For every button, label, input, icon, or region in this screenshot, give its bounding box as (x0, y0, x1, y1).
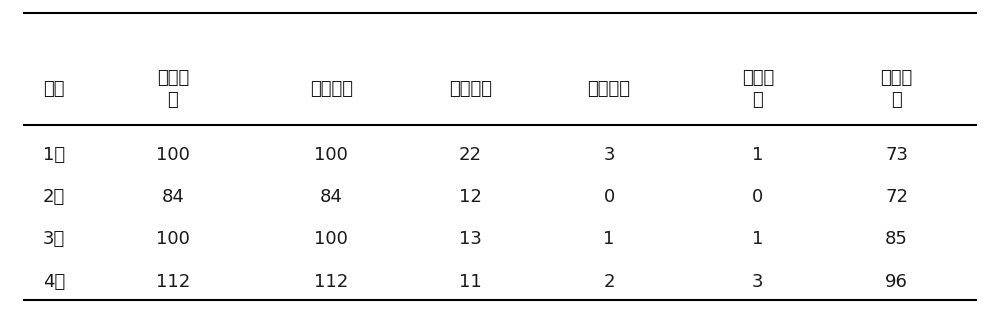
Text: 73: 73 (885, 146, 908, 164)
Text: 3: 3 (752, 273, 764, 291)
Text: 13: 13 (459, 230, 482, 249)
Text: 2组: 2组 (43, 188, 65, 206)
Text: 1: 1 (752, 230, 764, 249)
Text: 1: 1 (752, 146, 764, 164)
Text: 100: 100 (156, 230, 190, 249)
Text: 96: 96 (885, 273, 908, 291)
Text: 返情头数: 返情头数 (449, 80, 492, 98)
Text: 12: 12 (459, 188, 482, 206)
Text: 72: 72 (885, 188, 908, 206)
Text: 84: 84 (320, 188, 343, 206)
Text: 4组: 4组 (43, 273, 65, 291)
Text: 84: 84 (161, 188, 184, 206)
Text: 112: 112 (156, 273, 190, 291)
Text: 流产头
数: 流产头 数 (742, 69, 774, 109)
Text: 11: 11 (459, 273, 482, 291)
Text: 22: 22 (459, 146, 482, 164)
Text: 空怀头数: 空怀头数 (588, 80, 631, 98)
Text: 0: 0 (603, 188, 615, 206)
Text: 0: 0 (752, 188, 763, 206)
Text: 2: 2 (603, 273, 615, 291)
Text: 1组: 1组 (43, 146, 65, 164)
Text: 100: 100 (314, 230, 348, 249)
Text: 112: 112 (314, 273, 349, 291)
Text: 100: 100 (314, 146, 348, 164)
Text: 配种头数: 配种头数 (310, 80, 353, 98)
Text: 3组: 3组 (43, 230, 65, 249)
Text: 85: 85 (885, 230, 908, 249)
Text: 100: 100 (156, 146, 190, 164)
Text: 试验头
数: 试验头 数 (157, 69, 189, 109)
Text: 3: 3 (603, 146, 615, 164)
Text: 分娩头
数: 分娩头 数 (881, 69, 913, 109)
Text: 1: 1 (603, 230, 615, 249)
Text: 组别: 组别 (43, 80, 64, 98)
